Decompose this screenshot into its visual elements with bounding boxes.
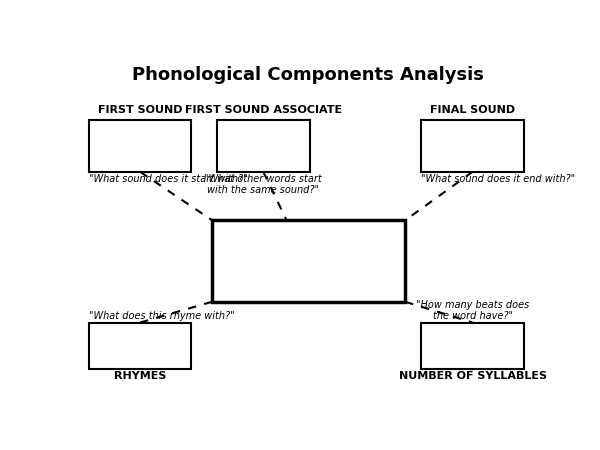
- Bar: [421, 120, 524, 172]
- Text: NUMBER OF SYLLABLES: NUMBER OF SYLLABLES: [398, 371, 547, 381]
- Text: "How many beats does
the word have?": "How many beats does the word have?": [416, 300, 529, 321]
- Bar: [89, 323, 191, 369]
- Text: "What sound does it start with?": "What sound does it start with?": [89, 174, 248, 184]
- Text: Phonological Components Analysis: Phonological Components Analysis: [131, 66, 484, 84]
- Text: "What does this rhyme with?": "What does this rhyme with?": [89, 311, 235, 321]
- Text: "What sound does it end with?": "What sound does it end with?": [421, 174, 575, 184]
- Bar: [89, 120, 191, 172]
- Text: FINAL SOUND: FINAL SOUND: [430, 105, 515, 115]
- Text: RHYMES: RHYMES: [114, 371, 166, 381]
- Text: "What other words start
with the same sound?": "What other words start with the same so…: [205, 174, 322, 195]
- Bar: [212, 220, 405, 302]
- Bar: [217, 120, 310, 172]
- Text: FIRST SOUND ASSOCIATE: FIRST SOUND ASSOCIATE: [185, 105, 342, 115]
- Bar: [421, 323, 524, 369]
- Text: FIRST SOUND: FIRST SOUND: [98, 105, 182, 115]
